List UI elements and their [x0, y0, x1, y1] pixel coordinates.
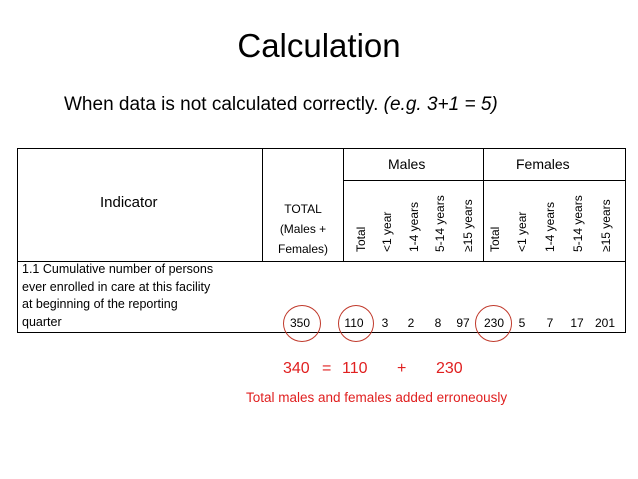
subtitle-example: (e.g. 3+1 = 5) — [383, 94, 498, 115]
females-col-1to4: 1-4 years — [543, 201, 557, 252]
table-top-border — [17, 148, 626, 149]
females-1to4-value: 7 — [546, 316, 554, 330]
females-col-total: Total — [488, 226, 502, 252]
males-group-header: Males — [388, 156, 426, 172]
slide-title: Calculation — [237, 27, 401, 64]
group-divider — [483, 148, 484, 261]
females-col-15plus: ≥15 years — [599, 199, 613, 252]
females-5to14-value: 17 — [570, 316, 584, 330]
equation-females: 230 — [436, 360, 463, 377]
subtitle-text: When data is not calculated correctly. — [64, 94, 384, 115]
females-group-header: Females — [516, 156, 570, 172]
males-col-under1: <1 year — [380, 211, 394, 252]
row-label-line-4: quarter — [22, 314, 62, 329]
males-col-15plus: ≥15 years — [461, 199, 475, 252]
males-under1-value: 3 — [381, 316, 389, 330]
slide-subtitle: When data is not calculated correctly. (… — [64, 93, 498, 117]
total-header-line-2: (Males + — [279, 222, 327, 236]
females-total-highlight — [475, 305, 512, 342]
males-5to14-value: 8 — [434, 316, 442, 330]
total-header-line-1: TOTAL — [284, 202, 322, 216]
equation-wrong-total: 340 — [283, 360, 310, 377]
total-divider — [343, 148, 344, 261]
males-total-highlight — [338, 305, 374, 342]
row-label-line-2: ever enrolled in care at this facility — [22, 279, 211, 294]
males-col-total: Total — [354, 226, 368, 252]
total-header: TOTAL (Males + Females) — [268, 199, 338, 259]
males-15plus-value: 97 — [456, 316, 470, 330]
males-col-1to4: 1-4 years — [407, 201, 421, 252]
males-1to4-value: 2 — [407, 316, 415, 330]
table-right-border — [625, 148, 626, 333]
row-label-line-1: 1.1 Cumulative number of persons — [22, 262, 214, 276]
females-15plus-value: 201 — [594, 316, 616, 330]
females-under1-value: 5 — [518, 316, 526, 330]
error-note: Total males and females added erroneousl… — [246, 390, 508, 405]
females-col-5to14: 5-14 years — [571, 195, 585, 252]
header-bottom-border — [17, 261, 626, 262]
table-left-border — [17, 148, 18, 333]
table-bottom-border — [17, 332, 626, 333]
indicator-header: Indicator — [100, 194, 158, 211]
females-col-under1: <1 year — [515, 211, 529, 252]
header-group-divider — [343, 180, 626, 181]
indicator-divider — [262, 148, 263, 261]
equation-equals: = — [322, 360, 332, 377]
equation-plus: + — [397, 360, 407, 377]
equation-males: 110 — [342, 360, 368, 377]
total-value-highlight — [283, 305, 321, 342]
row-label-line-3: at beginning of the reporting — [22, 297, 178, 311]
total-header-line-3: Females) — [277, 242, 328, 256]
row-label: 1.1 Cumulative number of persons ever en… — [22, 261, 213, 331]
males-col-5to14: 5-14 years — [433, 195, 447, 252]
